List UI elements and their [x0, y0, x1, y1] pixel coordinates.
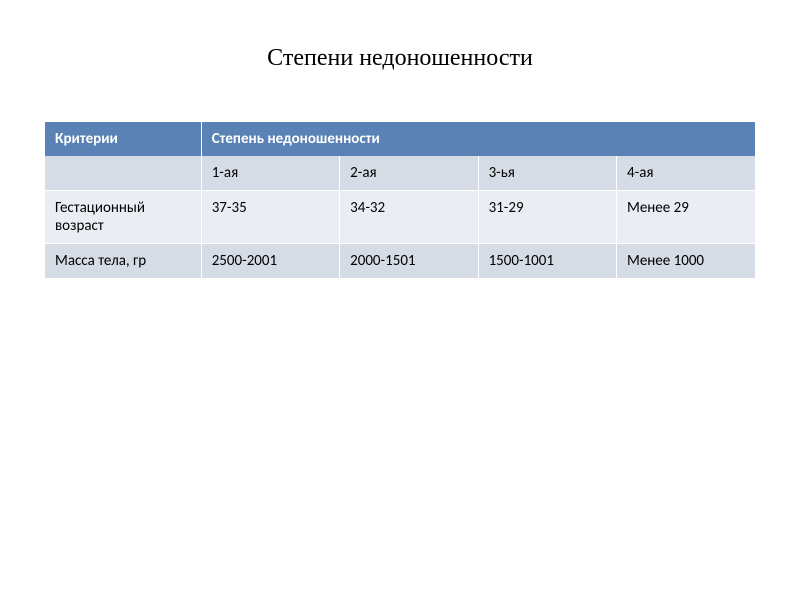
prematurity-table: Критерии Степень недоношенности 1-ая 2-а…: [45, 122, 755, 278]
cell-mass-d4: Менее 1000: [617, 244, 756, 279]
subheader-d4: 4-ая: [617, 156, 756, 191]
cell-gestational-d4: Менее 29: [617, 191, 756, 244]
cell-mass-d1: 2500-2001: [201, 244, 339, 279]
cell-gestational-d2: 34-32: [340, 191, 478, 244]
table-row: Гестационный возраст 37-35 34-32 31-29 М…: [45, 191, 755, 244]
subheader-d2: 2-ая: [340, 156, 478, 191]
table-header-row: Критерии Степень недоношенности: [45, 122, 755, 156]
cell-mass-label: Масса тела, гр: [45, 244, 201, 279]
cell-mass-d2: 2000-1501: [340, 244, 478, 279]
cell-mass-d3: 1500-1001: [478, 244, 616, 279]
subheader-blank: [45, 156, 201, 191]
table-subheader-row: 1-ая 2-ая 3-ья 4-ая: [45, 156, 755, 191]
subheader-d1: 1-ая: [201, 156, 339, 191]
slide-title: Степени недоношенности: [45, 45, 755, 72]
cell-gestational-d1: 37-35: [201, 191, 339, 244]
header-criteria: Критерии: [45, 122, 201, 156]
subheader-d3: 3-ья: [478, 156, 616, 191]
slide-container: Степени недоношенности Критерии Степень …: [0, 0, 800, 600]
header-degree: Степень недоношенности: [201, 122, 755, 156]
cell-gestational-d3: 31-29: [478, 191, 616, 244]
cell-gestational-label: Гестационный возраст: [45, 191, 201, 244]
table-row: Масса тела, гр 2500-2001 2000-1501 1500-…: [45, 244, 755, 279]
